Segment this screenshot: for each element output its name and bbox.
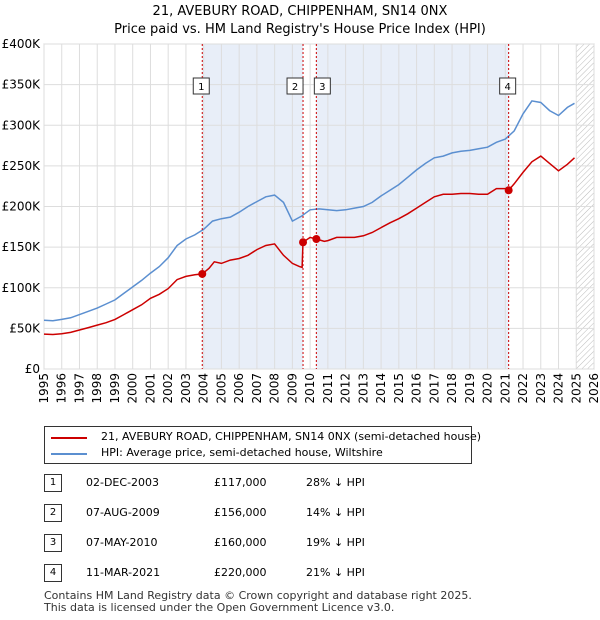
y-tick-label: £0	[25, 362, 40, 376]
x-tick-label: 2011	[321, 373, 335, 404]
x-tick-label: 2001	[143, 373, 157, 404]
sale-number-badge: 4	[44, 564, 62, 582]
x-tick-label: 2014	[374, 373, 388, 404]
y-tick-label: £150K	[2, 240, 42, 254]
x-tick-label: 2000	[126, 373, 140, 404]
hpi-series-line	[43, 100, 575, 322]
sale-price: £156,000	[214, 506, 267, 519]
sale-hpi-diff: 19% ↓ HPI	[306, 536, 365, 549]
x-tick-label: 2017	[427, 373, 441, 404]
footer-notice: Contains HM Land Registry data © Crown c…	[44, 590, 472, 614]
x-tick-label: 2015	[392, 373, 406, 404]
x-tick-label: 2016	[410, 373, 424, 404]
sale-3-badge	[313, 77, 331, 95]
sale-1-badge	[192, 77, 210, 95]
sale-2-point	[299, 238, 308, 247]
x-tick-label: 2013	[356, 373, 370, 404]
y-tick-label: £250K	[2, 159, 42, 173]
y-tick-label: £50K	[9, 321, 41, 335]
sale-number-badge: 3	[44, 534, 62, 552]
chart-legend: 21, AVEBURY ROAD, CHIPPENHAM, SN14 0NX (…	[44, 426, 481, 464]
footer-copyright: Contains HM Land Registry data © Crown c…	[44, 589, 472, 602]
x-tick-label: 2006	[232, 373, 246, 404]
x-tick-label: 2009	[285, 373, 299, 404]
sale-3-badge-label: 3	[319, 82, 325, 93]
sale-price: £117,000	[214, 476, 267, 489]
x-tick-label: 2020	[481, 373, 495, 404]
x-tick-label: 2023	[534, 373, 548, 404]
sale-date: 07-AUG-2009	[86, 506, 160, 519]
y-tick-label: £400K	[2, 37, 42, 51]
sale-3-point	[312, 235, 321, 243]
x-tick-label: 2007	[250, 373, 264, 404]
sale-number-badge: 2	[44, 504, 62, 522]
x-tick-label: 2005	[214, 373, 228, 404]
x-tick-label: 2012	[339, 373, 353, 404]
x-tick-label: 2024	[552, 373, 566, 404]
x-tick-label: 2022	[516, 373, 530, 404]
x-tick-label: 2008	[268, 373, 282, 404]
x-tick-label: 1996	[55, 373, 69, 404]
sale-2-badge	[286, 77, 304, 95]
x-tick-label: 2003	[179, 373, 193, 404]
sale-number-badge: 1	[44, 474, 62, 492]
x-tick-label: 2026	[587, 373, 600, 404]
sale-hpi-diff: 21% ↓ HPI	[306, 566, 365, 579]
x-tick-label: 2018	[445, 373, 459, 404]
y-tick-label: £200K	[2, 200, 42, 214]
sale-2-badge-label: 2	[292, 82, 298, 93]
chart-subtitle: Price paid vs. HM Land Registry's House …	[114, 22, 486, 37]
sale-price: £160,000	[214, 536, 267, 549]
sale-hpi-diff: 28% ↓ HPI	[306, 476, 365, 489]
sale-1-point	[198, 269, 207, 278]
x-tick-label: 2021	[498, 373, 512, 404]
y-tick-label: £350K	[2, 78, 42, 92]
x-tick-label: 1998	[90, 373, 104, 404]
sale-4-badge	[499, 77, 517, 95]
price-series-line	[43, 155, 576, 336]
sale-1-badge-label: 1	[198, 82, 204, 93]
legend-price-label: 21, AVEBURY ROAD, CHIPPENHAM, SN14 0NX (…	[101, 430, 482, 443]
x-tick-label: 2010	[303, 373, 317, 404]
sale-hpi-diff: 14% ↓ HPI	[306, 506, 365, 519]
legend-price-swatch	[51, 437, 87, 439]
sale-4-badge-label: 4	[504, 82, 510, 93]
sale-4-point	[504, 186, 513, 195]
sale-date: 11-MAR-2021	[86, 566, 161, 579]
x-tick-label: 2019	[463, 373, 477, 404]
sale-price: £220,000	[214, 566, 267, 579]
x-tick-label: 1997	[72, 373, 86, 404]
x-tick-label: 2002	[161, 373, 175, 404]
legend-hpi-label: HPI: Average price, semi-detached house,…	[101, 446, 383, 459]
footer-licence: This data is licensed under the Open Gov…	[44, 601, 395, 614]
sale-date: 02-DEC-2003	[86, 476, 160, 489]
sale-date: 07-MAY-2010	[86, 536, 158, 549]
y-tick-label: £300K	[2, 118, 42, 132]
x-tick-label: 1995	[37, 373, 51, 404]
chart-title-address: 21, AVEBURY ROAD, CHIPPENHAM, SN14 0NX	[152, 4, 448, 19]
x-tick-label: 2004	[197, 373, 211, 404]
x-tick-label: 2025	[569, 373, 583, 404]
y-tick-label: £100K	[2, 281, 42, 295]
legend-hpi-swatch	[51, 453, 87, 455]
x-tick-label: 1999	[108, 373, 122, 404]
price-chart: £0 £50K £100K £150K £200K £250K £300K £350K £400…	[2, 37, 600, 404]
